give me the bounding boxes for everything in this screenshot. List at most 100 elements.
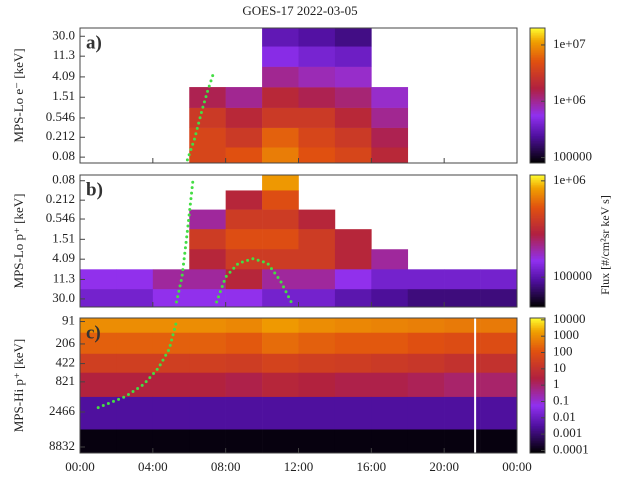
colorbar-slice [530, 48, 545, 51]
colorbar-tick-label: 100000 [553, 268, 592, 283]
x-tick-label: 12:00 [284, 459, 314, 474]
colorbar-slice [530, 204, 545, 207]
heatmap-cell [80, 353, 117, 374]
y-tick-label: 4.09 [52, 68, 75, 83]
heatmap-cell [262, 107, 299, 128]
colorbar-slice [530, 341, 545, 344]
y-tick-label: 0.546 [46, 210, 76, 225]
colorbar-slice [530, 343, 545, 346]
colorbar-slice [530, 193, 545, 196]
colorbar-slice [530, 334, 545, 338]
heatmap-cell [262, 353, 299, 374]
colorbar-slice [530, 278, 545, 282]
colorbar-slice [530, 383, 545, 386]
heatmap-cell [298, 396, 336, 430]
colorbar-slice [530, 361, 545, 365]
heatmap-cell [189, 127, 226, 148]
colorbar-slice [530, 439, 545, 442]
heatmap-cell [334, 332, 372, 355]
colorbar-slice [530, 431, 545, 434]
colorbar-slice [530, 245, 545, 249]
heatmap-cell [262, 229, 299, 250]
colorbar-slice [530, 417, 545, 420]
colorbar-slice [530, 142, 545, 145]
colorbar-slice [530, 242, 545, 245]
heatmap-cell [334, 353, 372, 374]
heatmap-cell [371, 87, 409, 108]
colorbar-slice [530, 212, 545, 216]
colorbar-slice [530, 92, 545, 95]
colorbar-slice [530, 262, 545, 265]
heatmap-cell [189, 269, 226, 290]
colorbar-slice [530, 380, 545, 383]
colorbar-tick-label: 10 [553, 360, 566, 375]
y-axis-label: MPS-Lo e⁻ [keV] [11, 48, 26, 142]
heatmap-cell [225, 396, 263, 430]
colorbar-slice [530, 353, 545, 356]
colorbar-slice [530, 441, 545, 444]
colorbar-slice [530, 388, 545, 392]
colorbar-slice [530, 124, 545, 127]
heatmap-cell [298, 372, 336, 398]
colorbar-slice [530, 219, 545, 222]
colorbar-slice [530, 239, 545, 242]
panel-label: a) [86, 32, 102, 53]
heatmap-cell [225, 269, 263, 290]
colorbar-slice [530, 194, 545, 197]
heatmap-cell [225, 229, 263, 250]
colorbar-slice [530, 199, 545, 202]
colorbar-slice [530, 28, 545, 31]
colorbar-slice [530, 247, 545, 250]
colorbar-slice [530, 137, 545, 140]
heatmap-cell [80, 372, 117, 398]
y-tick-label: 0.08 [52, 172, 75, 187]
colorbar-slice [530, 117, 545, 120]
colorbar-slice [530, 226, 545, 229]
colorbar-tick-label: 1e+06 [553, 172, 586, 187]
colorbar-slice [530, 139, 545, 142]
colorbar-slice [530, 33, 545, 36]
colorbar-slice [530, 105, 545, 108]
colorbar-slice [530, 114, 545, 117]
colorbar-slice [530, 328, 545, 331]
heatmap-cell [298, 353, 336, 374]
colorbar-slice [530, 356, 545, 359]
colorbar-slice [530, 149, 545, 152]
colorbar-slice [530, 63, 545, 66]
colorbar-slice [530, 387, 545, 390]
y-tick-label: 422 [56, 355, 76, 370]
plot-area [80, 28, 517, 163]
colorbar-slice [530, 236, 545, 239]
heatmap-cell [371, 318, 409, 334]
colorbar-slice [530, 71, 545, 75]
heatmap-cell [225, 429, 263, 453]
colorbar-slice [530, 292, 545, 295]
heatmap-cell [298, 429, 336, 453]
colorbar-slice [530, 232, 545, 235]
colorbar-slice [530, 305, 545, 308]
heatmap-cell [80, 269, 117, 290]
heatmap-cell [298, 147, 336, 163]
heatmap-cell [225, 107, 263, 128]
heatmap-cell [334, 66, 372, 88]
heatmap-cell [298, 66, 336, 88]
colorbar-frame [529, 174, 546, 308]
heatmap-cell [407, 372, 445, 398]
colorbar-slice [530, 323, 545, 326]
colorbar-slice [530, 146, 545, 149]
colorbar-slice [530, 346, 545, 349]
colorbar-slice [530, 303, 545, 306]
colorbar-slice [530, 129, 545, 132]
model-curve [175, 179, 195, 304]
y-tick-label: 8832 [49, 438, 75, 453]
colorbar-slice [530, 287, 545, 290]
colorbar-slice [530, 302, 545, 305]
heatmap-cell [298, 127, 336, 148]
colorbar-slice [530, 98, 545, 102]
colorbar-tick-label: 0.1 [553, 392, 569, 407]
colorbar-slice [530, 61, 545, 64]
heatmap-cell [407, 332, 445, 355]
colorbar-slice [530, 241, 545, 244]
heatmap-cell [480, 332, 517, 355]
